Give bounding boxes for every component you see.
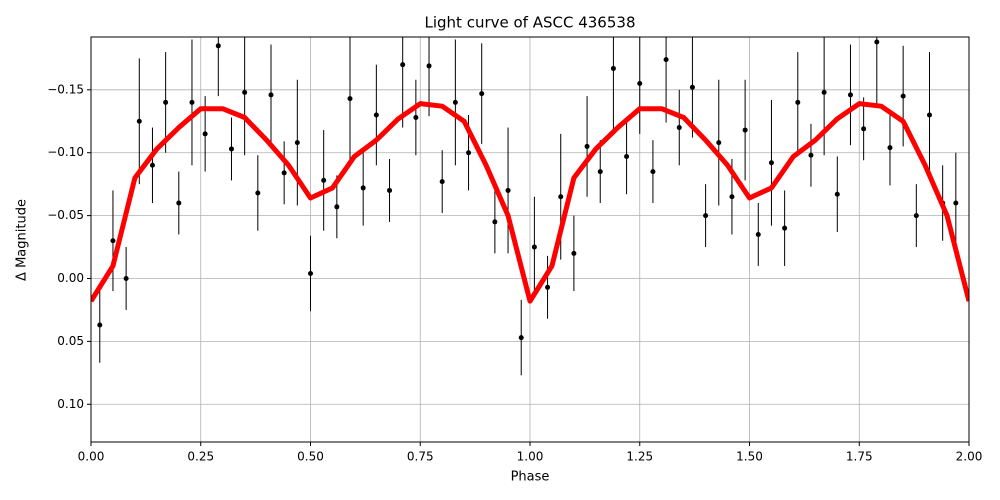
- data-point: [281, 170, 287, 176]
- data-point: [821, 89, 827, 95]
- data-point: [255, 190, 261, 196]
- x-tick-label: 1.25: [626, 450, 653, 464]
- x-axis-label: Phase: [511, 470, 550, 485]
- data-point: [110, 238, 116, 244]
- data-point: [426, 63, 432, 69]
- x-tick-label: 1.50: [736, 450, 763, 464]
- data-point: [492, 219, 498, 225]
- data-point: [953, 200, 959, 206]
- data-point: [742, 127, 748, 133]
- data-point: [268, 92, 274, 98]
- y-tick-label: 0.10: [57, 397, 84, 411]
- data-point: [136, 118, 142, 124]
- data-point: [834, 191, 840, 197]
- x-tick-label: 0.75: [407, 450, 434, 464]
- data-point: [176, 200, 182, 206]
- x-tick-label: 0.25: [187, 450, 214, 464]
- data-point: [202, 131, 208, 137]
- y-tick-label: 0.00: [57, 271, 84, 285]
- x-tick-label: 2.00: [956, 450, 983, 464]
- data-point: [439, 179, 445, 185]
- y-axis-label: Δ Magnitude: [15, 199, 30, 281]
- data-point: [228, 146, 234, 152]
- data-point: [163, 99, 169, 105]
- data-point: [308, 270, 313, 276]
- data-point: [782, 225, 788, 231]
- model-curve: [91, 101, 969, 304]
- data-point: [479, 91, 485, 97]
- data-point: [900, 93, 906, 99]
- data-point: [334, 204, 340, 210]
- data-point: [215, 43, 221, 49]
- data-point: [676, 125, 682, 131]
- x-tick-label: 1.75: [846, 450, 873, 464]
- data-point: [518, 335, 524, 341]
- data-point: [663, 57, 669, 63]
- data-point: [716, 140, 722, 146]
- data-point: [689, 84, 695, 90]
- data-point: [861, 126, 867, 132]
- data-point: [926, 112, 932, 118]
- data-point: [321, 177, 327, 183]
- data-point: [545, 284, 551, 290]
- data-point: [452, 99, 458, 105]
- data-point: [584, 143, 590, 149]
- plot-frame: [90, 36, 970, 443]
- data-point: [505, 187, 511, 193]
- data-point: [768, 160, 774, 166]
- data-point: [913, 213, 919, 219]
- x-tick-label: 0.50: [297, 450, 324, 464]
- data-point: [360, 185, 366, 191]
- data-point: [97, 322, 103, 328]
- data-point: [755, 231, 761, 237]
- data-point: [242, 89, 248, 95]
- data-point: [597, 169, 603, 175]
- data-point: [413, 114, 419, 120]
- data-point: [610, 65, 616, 71]
- data-point: [387, 187, 393, 193]
- data-point: [703, 213, 709, 219]
- data-point: [531, 244, 537, 250]
- data-point: [149, 162, 155, 168]
- data-point: [795, 99, 801, 105]
- data-point: [294, 140, 300, 146]
- data-point: [558, 194, 564, 200]
- data-point: [729, 194, 735, 200]
- y-tick-label: 0.05: [57, 334, 84, 348]
- data-point: [847, 92, 853, 98]
- chart-title: Light curve of ASCC 436538: [425, 14, 636, 32]
- data-point: [373, 112, 379, 118]
- data-point: [887, 145, 893, 151]
- data-point: [874, 39, 880, 45]
- y-tick-label: −0.15: [47, 82, 84, 96]
- data-point: [123, 275, 129, 281]
- data-point: [624, 153, 630, 159]
- data-point: [400, 62, 406, 68]
- y-tick-label: −0.10: [47, 145, 84, 159]
- y-tick-label: −0.05: [47, 208, 84, 222]
- data-point: [571, 250, 577, 256]
- data-point: [347, 96, 353, 102]
- x-tick-label: 1.00: [517, 450, 544, 464]
- data-point: [808, 152, 814, 158]
- data-point: [466, 150, 472, 156]
- data-point: [650, 169, 656, 175]
- data-point: [189, 99, 195, 105]
- data-point: [637, 81, 643, 87]
- x-tick-label: 0.00: [78, 450, 105, 464]
